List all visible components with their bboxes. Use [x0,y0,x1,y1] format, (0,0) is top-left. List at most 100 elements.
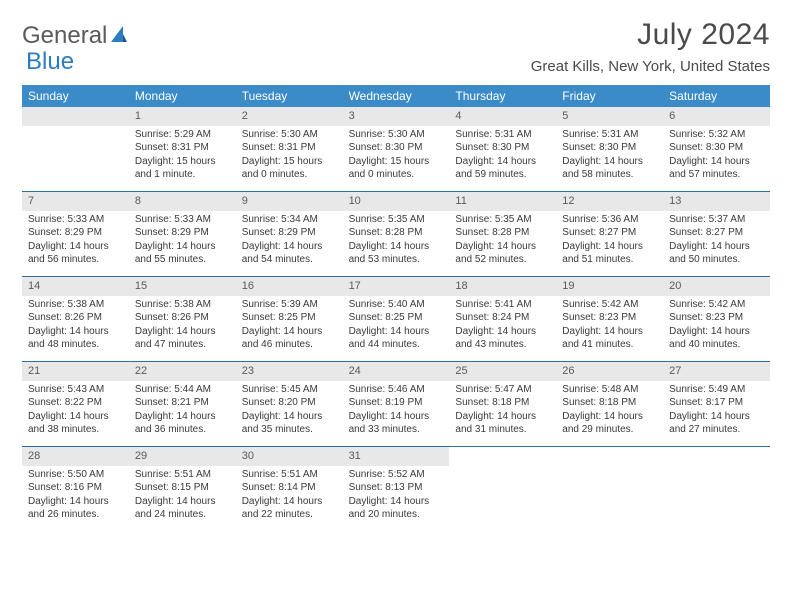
day-number: 27 [663,362,770,381]
day-body: Sunrise: 5:31 AMSunset: 8:30 PMDaylight:… [556,128,663,186]
week-row: 14Sunrise: 5:38 AMSunset: 8:26 PMDayligh… [22,277,770,362]
day-number: 2 [236,107,343,126]
day-body: Sunrise: 5:33 AMSunset: 8:29 PMDaylight:… [22,213,129,271]
sunrise-text: Sunrise: 5:34 AM [242,213,337,227]
daylight-text: Daylight: 14 hours and 20 minutes. [349,495,444,522]
daylight-text: Daylight: 15 hours and 1 minute. [135,155,230,182]
day-number: 13 [663,192,770,211]
sunrise-text: Sunrise: 5:37 AM [669,213,764,227]
day-body: Sunrise: 5:39 AMSunset: 8:25 PMDaylight:… [236,298,343,356]
sunset-text: Sunset: 8:13 PM [349,481,444,495]
sunrise-text: Sunrise: 5:33 AM [135,213,230,227]
sunset-text: Sunset: 8:26 PM [135,311,230,325]
logo-text-general: General [22,22,107,50]
day-cell: . [22,107,129,191]
day-cell: 19Sunrise: 5:42 AMSunset: 8:23 PMDayligh… [556,277,663,361]
day-number: 3 [343,107,450,126]
sunset-text: Sunset: 8:31 PM [242,141,337,155]
sunset-text: Sunset: 8:28 PM [455,226,550,240]
sunrise-text: Sunrise: 5:31 AM [562,128,657,142]
daylight-text: Daylight: 14 hours and 46 minutes. [242,325,337,352]
day-cell: 23Sunrise: 5:45 AMSunset: 8:20 PMDayligh… [236,362,343,446]
daylight-text: Daylight: 14 hours and 31 minutes. [455,410,550,437]
day-cell: 22Sunrise: 5:44 AMSunset: 8:21 PMDayligh… [129,362,236,446]
day-cell: 31Sunrise: 5:52 AMSunset: 8:13 PMDayligh… [343,447,450,531]
day-cell: . [556,447,663,531]
sunrise-text: Sunrise: 5:45 AM [242,383,337,397]
sunset-text: Sunset: 8:28 PM [349,226,444,240]
day-cell: 5 Sunrise: 5:31 AMSunset: 8:30 PMDaylight… [556,107,663,191]
sunset-text: Sunset: 8:23 PM [669,311,764,325]
sunrise-text: Sunrise: 5:36 AM [562,213,657,227]
day-cell: 2 Sunrise: 5:30 AMSunset: 8:31 PMDaylight… [236,107,343,191]
sunset-text: Sunset: 8:25 PM [349,311,444,325]
daylight-text: Daylight: 14 hours and 55 minutes. [135,240,230,267]
calendar: Sunday Monday Tuesday Wednesday Thursday… [22,85,770,531]
day-body: Sunrise: 5:35 AMSunset: 8:28 PMDaylight:… [449,213,556,271]
day-body: Sunrise: 5:30 AMSunset: 8:31 PMDaylight:… [236,128,343,186]
daylight-text: Daylight: 14 hours and 58 minutes. [562,155,657,182]
sunset-text: Sunset: 8:21 PM [135,396,230,410]
day-cell: 8 Sunrise: 5:33 AMSunset: 8:29 PMDaylight… [129,192,236,276]
sunset-text: Sunset: 8:26 PM [28,311,123,325]
sunset-text: Sunset: 8:27 PM [669,226,764,240]
day-cell: 13 Sunrise: 5:37 AMSunset: 8:27 PMDayligh… [663,192,770,276]
sunrise-text: Sunrise: 5:44 AM [135,383,230,397]
day-cell: 25Sunrise: 5:47 AMSunset: 8:18 PMDayligh… [449,362,556,446]
day-number: 25 [449,362,556,381]
sunset-text: Sunset: 8:24 PM [455,311,550,325]
daylight-text: Daylight: 14 hours and 36 minutes. [135,410,230,437]
title-block: July 2024 Great Kills, New York, United … [531,18,770,75]
day-body: Sunrise: 5:35 AMSunset: 8:28 PMDaylight:… [343,213,450,271]
day-cell: 24Sunrise: 5:46 AMSunset: 8:19 PMDayligh… [343,362,450,446]
day-cell: 14Sunrise: 5:38 AMSunset: 8:26 PMDayligh… [22,277,129,361]
day-number: 8 [129,192,236,211]
sunrise-text: Sunrise: 5:52 AM [349,468,444,482]
dow-tuesday: Tuesday [236,85,343,107]
day-body: Sunrise: 5:33 AMSunset: 8:29 PMDaylight:… [129,213,236,271]
day-number: 9 [236,192,343,211]
day-body: Sunrise: 5:30 AMSunset: 8:30 PMDaylight:… [343,128,450,186]
day-body: Sunrise: 5:45 AMSunset: 8:20 PMDaylight:… [236,383,343,441]
day-cell: 9 Sunrise: 5:34 AMSunset: 8:29 PMDaylight… [236,192,343,276]
daylight-text: Daylight: 14 hours and 57 minutes. [669,155,764,182]
sunrise-text: Sunrise: 5:42 AM [669,298,764,312]
sunset-text: Sunset: 8:25 PM [242,311,337,325]
day-number: 12 [556,192,663,211]
dow-thursday: Thursday [449,85,556,107]
daylight-text: Daylight: 15 hours and 0 minutes. [242,155,337,182]
day-body: Sunrise: 5:32 AMSunset: 8:30 PMDaylight:… [663,128,770,186]
sunrise-text: Sunrise: 5:49 AM [669,383,764,397]
daylight-text: Daylight: 14 hours and 54 minutes. [242,240,337,267]
daylight-text: Daylight: 14 hours and 52 minutes. [455,240,550,267]
day-cell: 30Sunrise: 5:51 AMSunset: 8:14 PMDayligh… [236,447,343,531]
sunset-text: Sunset: 8:29 PM [242,226,337,240]
day-cell: 6Sunrise: 5:32 AMSunset: 8:30 PMDaylight… [663,107,770,191]
day-number: 11 [449,192,556,211]
day-body: Sunrise: 5:50 AMSunset: 8:16 PMDaylight:… [22,468,129,526]
logo-sail-icon [109,24,129,49]
day-number: 5 [556,107,663,126]
daylight-text: Daylight: 14 hours and 56 minutes. [28,240,123,267]
daylight-text: Daylight: 14 hours and 50 minutes. [669,240,764,267]
day-number: 18 [449,277,556,296]
day-body: Sunrise: 5:52 AMSunset: 8:13 PMDaylight:… [343,468,450,526]
day-cell: . [663,447,770,531]
sunset-text: Sunset: 8:15 PM [135,481,230,495]
sunrise-text: Sunrise: 5:35 AM [349,213,444,227]
day-body: Sunrise: 5:36 AMSunset: 8:27 PMDaylight:… [556,213,663,271]
day-body: Sunrise: 5:46 AMSunset: 8:19 PMDaylight:… [343,383,450,441]
sunset-text: Sunset: 8:30 PM [669,141,764,155]
day-cell: 20Sunrise: 5:42 AMSunset: 8:23 PMDayligh… [663,277,770,361]
daylight-text: Daylight: 14 hours and 41 minutes. [562,325,657,352]
month-title: July 2024 [531,18,770,52]
sunset-text: Sunset: 8:30 PM [349,141,444,155]
dow-sunday: Sunday [22,85,129,107]
day-number: 7 [22,192,129,211]
sunset-text: Sunset: 8:29 PM [135,226,230,240]
day-number: 29 [129,447,236,466]
day-cell: 4Sunrise: 5:31 AMSunset: 8:30 PMDaylight… [449,107,556,191]
sunrise-text: Sunrise: 5:38 AM [28,298,123,312]
logo-text-blue-wrap: Blue [26,48,74,76]
day-body: Sunrise: 5:51 AMSunset: 8:14 PMDaylight:… [236,468,343,526]
